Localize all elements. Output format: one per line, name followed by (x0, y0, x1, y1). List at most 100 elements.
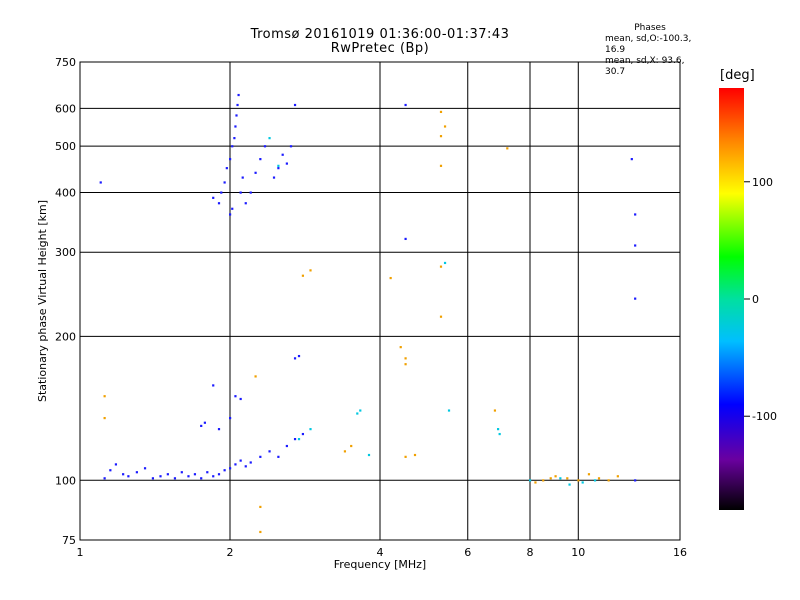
data-point (217, 202, 221, 205)
data-point (223, 469, 226, 472)
data-point (447, 409, 451, 412)
data-point (506, 147, 509, 150)
x-tick-label: 4 (377, 546, 384, 559)
data-point (439, 164, 443, 167)
data-point (281, 153, 284, 156)
data-point (404, 103, 407, 107)
data-point (233, 137, 236, 140)
data-point (634, 479, 637, 482)
phases-title: Phases (634, 23, 666, 33)
data-point (367, 453, 371, 457)
data-point (597, 477, 601, 480)
data-point (616, 475, 619, 478)
data-point (309, 269, 312, 272)
x-axis-label: Frequency [MHz] (334, 558, 426, 571)
data-point (443, 125, 447, 128)
x-tick-label: 8 (527, 546, 534, 559)
data-point (180, 471, 183, 474)
data-point (350, 444, 353, 448)
data-point (212, 475, 215, 478)
data-point (293, 357, 297, 360)
chart-subtitle: RwPretec (Bp) (330, 41, 430, 56)
data-point (534, 481, 537, 484)
data-point (498, 432, 501, 436)
data-point (237, 93, 240, 97)
x-tick-label: 16 (673, 546, 687, 559)
x-tick-label: 1 (77, 546, 84, 559)
x-tick-label: 6 (464, 546, 471, 559)
data-point (356, 412, 359, 415)
data-point (244, 202, 247, 205)
data-point (187, 475, 190, 478)
phases-x-line: mean, sd,X: 93.6, 30.7 (605, 56, 685, 77)
data-point (554, 475, 557, 478)
data-point (285, 444, 288, 448)
data-point (103, 477, 106, 480)
data-point (231, 207, 234, 210)
data-point (549, 477, 552, 480)
data-point (297, 437, 301, 441)
y-axis-ticks: 75 100 200 300 400 500 600 750 (55, 56, 76, 547)
data-point (114, 463, 118, 466)
data-point (443, 261, 447, 265)
y-tick-label: 75 (62, 534, 76, 547)
data-point (285, 162, 288, 165)
data-point (607, 479, 610, 482)
x-tick-label: 10 (571, 546, 585, 559)
data-point (151, 477, 155, 480)
data-point (229, 213, 232, 216)
data-point (309, 428, 312, 431)
data-point (103, 416, 106, 420)
data-point (239, 459, 242, 462)
data-point (159, 475, 162, 478)
data-point (277, 167, 280, 170)
data-point (496, 428, 500, 431)
data-point (244, 465, 247, 468)
data-point (293, 103, 297, 107)
y-tick-label: 400 (55, 186, 76, 199)
colorbar-ticks: -100 0 100 (744, 176, 777, 423)
data-point (413, 453, 417, 457)
data-point (103, 395, 106, 398)
data-point (277, 164, 280, 167)
colorbar-unit-label: [deg] (720, 68, 755, 83)
data-point (634, 213, 637, 216)
y-tick-label: 200 (55, 330, 76, 343)
y-tick-label: 300 (55, 246, 76, 259)
colorbar-tick-label: 100 (752, 176, 773, 189)
data-point (389, 276, 392, 280)
data-point (122, 473, 125, 476)
grid-lines (80, 62, 680, 540)
data-point (359, 409, 362, 412)
data-point (206, 471, 209, 474)
data-point (239, 191, 242, 194)
data-point (301, 432, 305, 436)
data-point (234, 395, 237, 398)
colorbar (719, 88, 744, 510)
phases-info: Phases mean, sd,O:-100.3, 16.9 mean, sd,… (605, 23, 695, 78)
data-point (577, 479, 580, 482)
data-point (229, 416, 232, 420)
data-point (239, 397, 242, 401)
data-point (231, 145, 234, 148)
x-tick-label: 2 (227, 546, 234, 559)
data-point (234, 463, 237, 466)
data-point (542, 479, 545, 482)
data-point (559, 477, 562, 480)
data-point (263, 145, 267, 148)
colorbar-tick-label: -100 (752, 410, 777, 423)
data-point (234, 125, 237, 128)
data-point (200, 477, 203, 480)
data-point (587, 473, 591, 476)
data-point (272, 176, 276, 179)
phases-o-line: mean, sd,O:-100.3, 16.9 (605, 34, 692, 55)
data-point (229, 467, 232, 470)
data-point (399, 346, 402, 349)
data-point (235, 114, 238, 117)
data-point (193, 473, 197, 476)
data-point (630, 158, 633, 161)
y-axis-label: Stationary phase Virtual Height [km] (36, 200, 49, 402)
data-point (493, 409, 497, 412)
data-point (217, 428, 221, 431)
